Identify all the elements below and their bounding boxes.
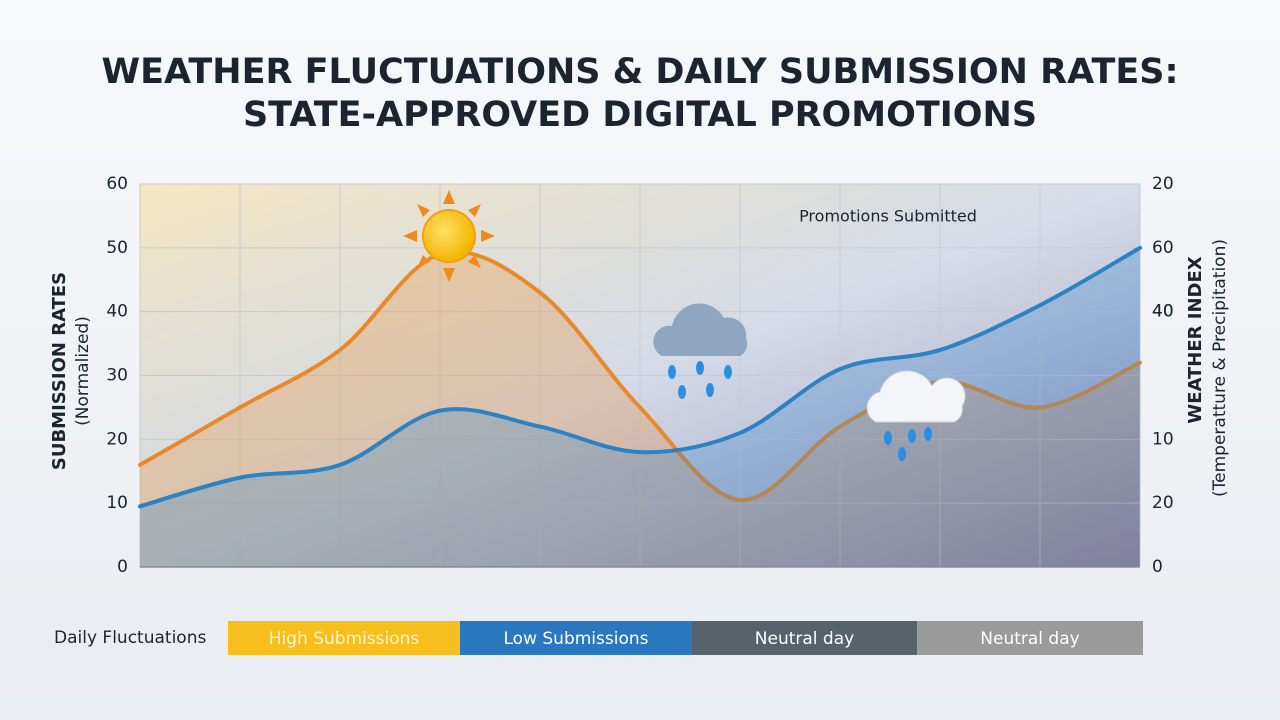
y-tick-label: 20 xyxy=(106,429,128,449)
y2-tick-label: 20 xyxy=(1152,493,1174,513)
y-tick-label: 0 xyxy=(117,557,128,577)
y2-axis-sublabel: (Temperatture & Precipitation) xyxy=(1210,239,1230,497)
y2-tick-label: 20 xyxy=(1152,174,1174,194)
legend-label: Neutral day xyxy=(980,629,1079,649)
y-tick-label: 60 xyxy=(106,174,128,194)
legend-swatch xyxy=(692,621,917,655)
legend-swatch xyxy=(917,621,1143,655)
legend-swatch xyxy=(228,621,460,655)
legend-label: High Submissions xyxy=(269,629,420,649)
y2-tick-label: 10 xyxy=(1152,429,1174,449)
y2-tick-label: 60 xyxy=(1152,238,1174,258)
chart-title: WEATHER FLUCTUATIONS & DAILY SUBMISSION … xyxy=(102,52,1179,92)
cloud-icon xyxy=(866,370,966,461)
legend-label: Low Submissions xyxy=(504,629,649,649)
y2-tick-label: 0 xyxy=(1152,557,1163,577)
y-tick-label: 50 xyxy=(106,238,128,258)
legend-label: Neutral day xyxy=(755,629,854,649)
y-tick-label: 10 xyxy=(106,493,128,513)
plot-area xyxy=(138,183,1142,568)
area xyxy=(140,247,1140,568)
legend-title: Daily Fluctuations xyxy=(54,628,206,648)
sun-icon xyxy=(403,190,495,282)
annotation: Promotions Submitted xyxy=(799,207,977,226)
rain-cloud-icon xyxy=(653,303,748,399)
y2-tick-label: 40 xyxy=(1152,302,1174,322)
legend-swatch xyxy=(460,621,692,655)
y2-axis-label: WEATHER INDEX xyxy=(1185,256,1206,423)
y-axis-sublabel: (Normalized) xyxy=(73,316,93,426)
y-tick-label: 40 xyxy=(106,302,128,322)
legend: High Submissions Low Submissions Neutral d… xyxy=(228,621,1143,655)
chart-subtitle: STATE-APPROVED DIGITAL PROMOTIONS xyxy=(243,95,1037,135)
y-axis-label: SUBMISSION RATES xyxy=(49,272,70,470)
line xyxy=(138,245,1142,509)
y2-tick-label: 40 xyxy=(1152,302,1174,322)
y-tick-label: 30 xyxy=(106,366,128,386)
